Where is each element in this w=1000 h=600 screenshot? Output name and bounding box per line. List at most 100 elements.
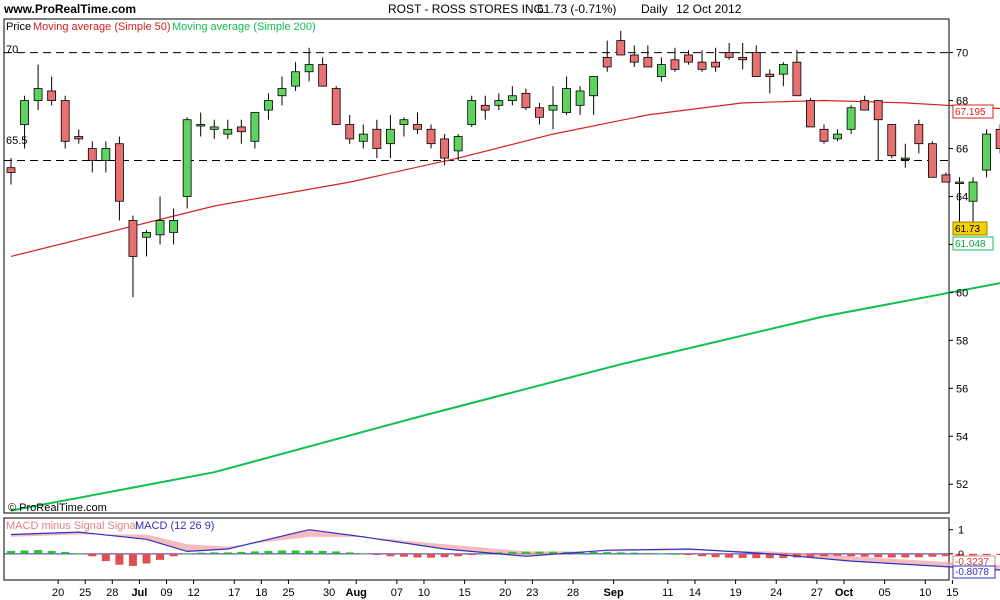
macd-hist-up <box>74 553 83 555</box>
x-tick-label: 07 <box>391 587 403 599</box>
macd-hist-down <box>847 553 856 557</box>
macd-hist-up <box>47 550 56 554</box>
candle-down <box>60 100 70 142</box>
macd-hist-up <box>223 552 232 554</box>
price-grid <box>4 52 949 161</box>
macd-hist-down <box>860 553 869 557</box>
candle-up <box>562 88 571 113</box>
macd-hist-down <box>101 553 110 562</box>
price-panel-frame <box>3 18 950 514</box>
macd-hist-down <box>156 553 165 560</box>
candle-down <box>413 124 422 130</box>
x-tick-label: 05 <box>879 587 891 599</box>
macd-hist-down <box>684 553 693 556</box>
y-tick-label: 70 <box>956 48 968 60</box>
macd-hist-down <box>996 553 1000 556</box>
candle-up <box>575 90 585 106</box>
candle-down <box>6 167 16 173</box>
x-axis-ticks: 20 25 28 Jul 09 12 17 18 25 30 Aug 07 10 15 20 23 28 Sep 1… <box>52 580 959 599</box>
ma50-value: 67.195 <box>955 107 986 118</box>
macd-hist-up <box>318 550 327 554</box>
level-label-lower: 65.5 <box>6 135 27 147</box>
x-tick-label: 15 <box>946 587 958 599</box>
macd-y-tick-label: 0 <box>958 549 964 561</box>
macd-hist-down <box>467 553 476 556</box>
macd-hist-up <box>481 553 490 555</box>
macd-hist-down <box>454 553 463 557</box>
macd-hist-down <box>874 553 883 558</box>
ma50-line <box>10 99 1000 257</box>
candle-up <box>833 133 842 140</box>
macd-hist-down <box>914 553 923 558</box>
candle-up <box>182 119 192 197</box>
candle-down <box>521 92 531 109</box>
macd-signal-fill <box>11 529 1000 570</box>
ma200-badge <box>952 236 994 251</box>
ma200-value: 61.048 <box>955 239 986 250</box>
y-tick-label: 58 <box>956 335 968 347</box>
legend-ma50: Moving average (Simple 50) <box>33 21 171 33</box>
ma50-badge <box>952 104 994 119</box>
macd-hist-down <box>169 553 178 557</box>
macd-hist-down <box>427 553 436 558</box>
candle-up <box>507 95 517 101</box>
macd-hist-up <box>183 553 192 555</box>
site-label[interactable]: www.ProRealTime.com <box>3 2 136 16</box>
macd-hist-down <box>833 553 842 556</box>
candle-down <box>236 126 246 133</box>
x-tick-label: 20 <box>52 587 64 599</box>
macd-hist-up <box>630 552 639 554</box>
macd-hist-down <box>711 553 720 558</box>
macd-hist-down <box>142 553 151 564</box>
candle-up <box>385 128 395 145</box>
candle-down <box>928 143 937 178</box>
macd-hist-up <box>34 549 43 554</box>
macd-hist-down <box>115 553 124 565</box>
candle-up <box>277 88 287 97</box>
macd-hist-down <box>969 553 978 556</box>
candle-up <box>264 100 273 111</box>
macd-hist-down <box>779 553 788 558</box>
macd-hist-up <box>616 552 625 554</box>
macd-hist-up <box>305 550 314 554</box>
macd-y-tick-label: 1 <box>958 525 964 537</box>
macd-hist-down <box>901 553 910 558</box>
candle-down <box>887 124 897 157</box>
candle-up <box>155 220 165 236</box>
moving-averages <box>10 99 1000 512</box>
macd-legend-histogram: MACD minus Signal Signal <box>6 520 138 532</box>
macd-hist-up <box>589 551 598 554</box>
macd-hist-up <box>535 551 544 554</box>
candle-down <box>47 90 57 101</box>
candle-down <box>995 128 1000 149</box>
candle-up <box>358 133 368 142</box>
macd-badge-b <box>952 565 996 579</box>
x-tick-label: 14 <box>689 587 701 599</box>
legend-ma200: Moving average (Simple 200) <box>172 21 316 33</box>
macd-hist-down <box>386 553 395 557</box>
macd-hist-up <box>7 550 15 554</box>
candle-up <box>33 88 43 101</box>
candle-up <box>955 181 964 184</box>
candle-up <box>589 76 599 97</box>
candle-down <box>941 174 951 183</box>
macd-hist-up <box>670 553 679 555</box>
x-tick-label: 15 <box>458 587 470 599</box>
candle-down <box>670 59 680 70</box>
macd-hist-up <box>508 551 517 554</box>
macd-hist-up <box>359 553 368 555</box>
x-tick-label: Jul <box>131 587 147 599</box>
y-tick-label: 64 <box>956 191 968 203</box>
x-tick-label: 10 <box>919 587 931 599</box>
candle-down <box>535 107 544 118</box>
macd-hist-up <box>657 553 666 555</box>
macd-hist-up <box>603 552 612 554</box>
macd-hist-down <box>738 553 747 558</box>
x-tick-label: 23 <box>526 587 538 599</box>
candle-up <box>169 220 179 233</box>
macd-hist-up <box>521 551 530 554</box>
x-tick-label: Oct <box>835 587 854 599</box>
candle-down <box>724 52 734 58</box>
candle-down <box>738 56 748 61</box>
period-label: Daily <box>641 2 668 16</box>
